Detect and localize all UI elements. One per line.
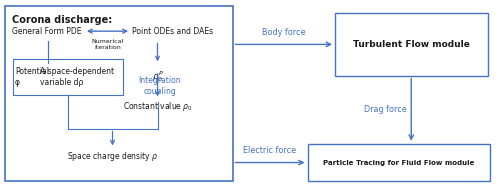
Bar xyxy=(335,13,488,76)
Bar xyxy=(12,59,122,95)
Text: A space-dependent
variable dρ: A space-dependent variable dρ xyxy=(40,67,114,87)
Text: Space charge density $\rho$: Space charge density $\rho$ xyxy=(66,150,158,163)
Text: Numerical
iteration: Numerical iteration xyxy=(92,39,124,50)
Text: General Form PDE: General Form PDE xyxy=(12,27,82,36)
Text: Drag force: Drag force xyxy=(364,105,406,114)
Text: Electric force: Electric force xyxy=(244,146,296,155)
Text: Constant value $\rho_0$: Constant value $\rho_0$ xyxy=(122,100,192,113)
Text: Point ODEs and DAEs: Point ODEs and DAEs xyxy=(132,27,214,36)
Text: $\rho_0^P$: $\rho_0^P$ xyxy=(152,69,164,84)
Bar xyxy=(308,144,490,181)
Bar xyxy=(5,6,232,181)
Text: Integration
coupling: Integration coupling xyxy=(138,76,182,96)
Text: Body force: Body force xyxy=(262,28,306,37)
Text: Particle Tracing for Fluid Flow module: Particle Tracing for Fluid Flow module xyxy=(323,160,474,166)
Text: Corona discharge:: Corona discharge: xyxy=(12,15,113,25)
Text: Potential
φ: Potential φ xyxy=(15,67,49,87)
Text: Turbulent Flow module: Turbulent Flow module xyxy=(353,40,470,49)
